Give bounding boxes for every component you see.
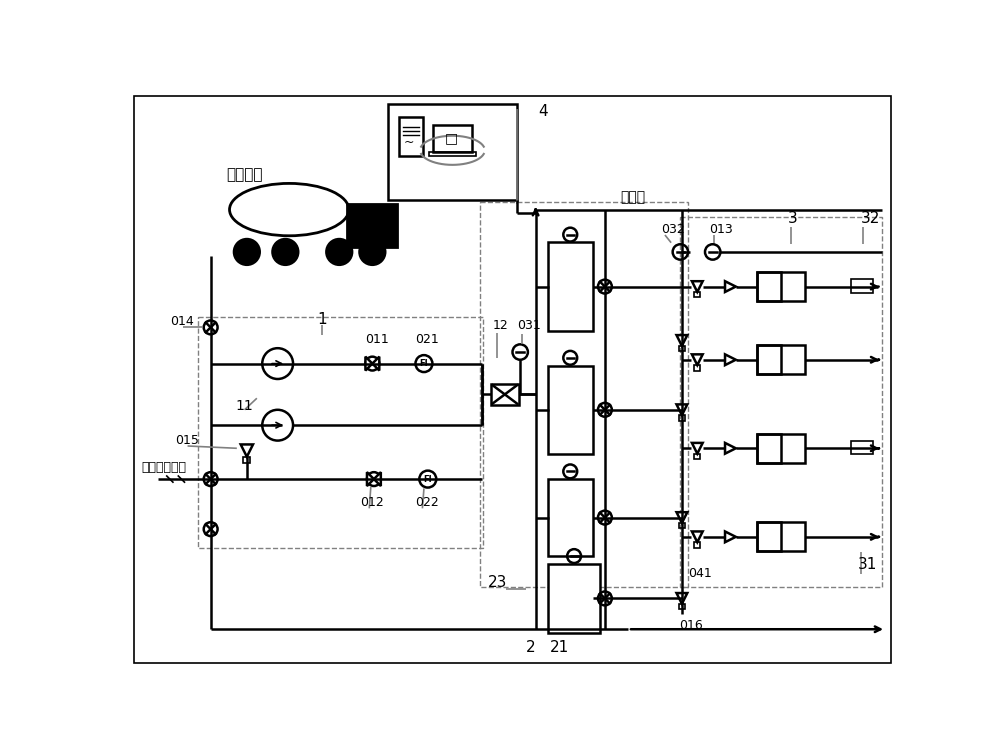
- Bar: [757, 522, 805, 551]
- Polygon shape: [692, 281, 703, 292]
- Polygon shape: [725, 443, 736, 453]
- Polygon shape: [725, 532, 736, 542]
- Bar: [757, 434, 805, 463]
- Polygon shape: [367, 472, 374, 486]
- Text: 32: 32: [861, 211, 880, 226]
- Text: 23: 23: [488, 575, 507, 590]
- Bar: [757, 345, 805, 374]
- Text: 032: 032: [661, 223, 685, 235]
- Text: 012: 012: [360, 496, 384, 509]
- Text: 31: 31: [857, 557, 877, 572]
- Text: 气管道: 气管道: [620, 190, 645, 205]
- Polygon shape: [692, 354, 703, 365]
- Text: 4: 4: [538, 104, 548, 119]
- Bar: [548, 365, 593, 454]
- Bar: [851, 279, 873, 293]
- Text: 12: 12: [492, 319, 508, 332]
- Bar: [548, 242, 593, 331]
- Text: 厂区供水系统: 厂区供水系统: [141, 461, 186, 474]
- Bar: [347, 205, 397, 247]
- Polygon shape: [241, 444, 253, 456]
- Bar: [679, 346, 685, 351]
- Bar: [757, 434, 781, 463]
- Bar: [679, 415, 685, 420]
- Bar: [757, 272, 805, 302]
- Bar: [548, 479, 593, 556]
- Polygon shape: [692, 532, 703, 542]
- Text: 1: 1: [318, 311, 327, 326]
- Bar: [679, 604, 685, 609]
- Bar: [491, 384, 519, 405]
- Bar: [548, 564, 600, 633]
- Text: FI: FI: [420, 359, 428, 368]
- Text: 011: 011: [365, 333, 388, 346]
- Polygon shape: [725, 354, 736, 365]
- Bar: [680, 217, 882, 587]
- Text: 022: 022: [415, 496, 439, 509]
- Bar: [679, 523, 685, 529]
- Polygon shape: [372, 356, 379, 371]
- Text: 016: 016: [679, 619, 703, 632]
- Text: 015: 015: [175, 435, 199, 447]
- Circle shape: [359, 239, 385, 265]
- Text: 2: 2: [526, 641, 536, 655]
- Polygon shape: [725, 281, 736, 292]
- Bar: [694, 453, 700, 459]
- Circle shape: [272, 239, 298, 265]
- Circle shape: [326, 239, 352, 265]
- Bar: [399, 117, 423, 156]
- Bar: [388, 104, 517, 200]
- Bar: [757, 272, 781, 302]
- Text: ~: ~: [403, 136, 414, 149]
- Bar: [694, 292, 700, 297]
- Text: 031: 031: [517, 319, 541, 332]
- Polygon shape: [365, 356, 372, 371]
- Polygon shape: [677, 335, 687, 346]
- Text: 041: 041: [688, 567, 712, 580]
- Bar: [480, 202, 688, 587]
- Polygon shape: [374, 472, 381, 486]
- Text: 013: 013: [710, 223, 733, 235]
- Text: 021: 021: [415, 333, 439, 346]
- Text: 3: 3: [788, 211, 798, 226]
- Bar: [851, 441, 873, 454]
- Polygon shape: [677, 593, 687, 604]
- Text: FI: FI: [423, 475, 432, 484]
- Bar: [429, 152, 476, 156]
- Bar: [757, 345, 781, 374]
- Polygon shape: [677, 405, 687, 415]
- Bar: [243, 456, 250, 463]
- Bar: [694, 542, 700, 547]
- Ellipse shape: [230, 183, 349, 236]
- Text: 21: 21: [549, 641, 569, 655]
- Polygon shape: [677, 512, 687, 523]
- Polygon shape: [692, 443, 703, 453]
- Bar: [433, 125, 472, 152]
- Text: 014: 014: [170, 315, 194, 328]
- Text: 溶液罐车: 溶液罐车: [226, 168, 263, 183]
- Text: 11: 11: [235, 399, 253, 413]
- Circle shape: [234, 239, 260, 265]
- Text: □: □: [445, 131, 458, 145]
- Bar: [757, 522, 781, 551]
- Bar: [694, 365, 700, 371]
- Bar: [198, 317, 483, 548]
